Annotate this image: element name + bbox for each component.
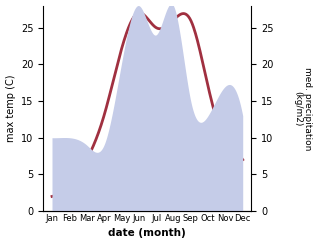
Y-axis label: max temp (C): max temp (C) — [5, 75, 16, 142]
Y-axis label: med. precipitation
(kg/m2): med. precipitation (kg/m2) — [293, 67, 313, 150]
X-axis label: date (month): date (month) — [108, 228, 186, 238]
